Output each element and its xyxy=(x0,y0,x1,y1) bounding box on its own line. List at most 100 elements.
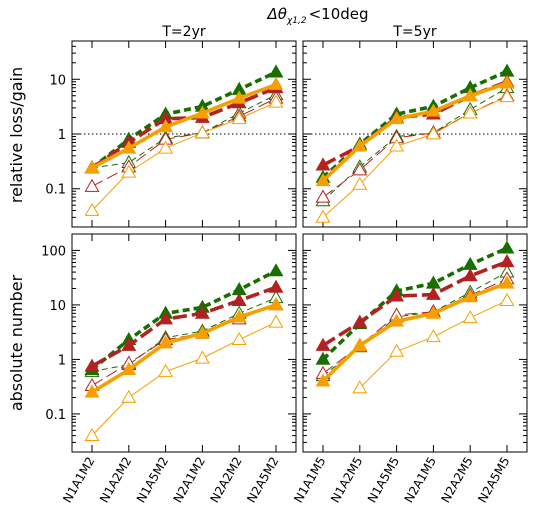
data-point-red xyxy=(352,162,368,176)
data-point-green xyxy=(462,256,478,270)
data-point-orange xyxy=(158,363,174,377)
data-point-orange xyxy=(231,111,247,125)
data-point-orange xyxy=(499,89,515,103)
y-tick-label: 100 xyxy=(41,244,66,259)
data-point-orange xyxy=(389,138,405,152)
data-point-orange xyxy=(315,173,331,187)
x-category-label: N2A1M5 xyxy=(402,455,439,506)
data-point-orange xyxy=(315,373,331,387)
data-point-orange xyxy=(268,94,284,108)
series-line-orange-thick-solid xyxy=(91,82,277,170)
y-tick-label: 10 xyxy=(49,299,66,314)
data-point-orange xyxy=(231,331,247,346)
x-category-label: N2A5M5 xyxy=(475,455,512,506)
data-point-red xyxy=(352,314,368,328)
data-point-red xyxy=(462,268,478,282)
data-point-orange xyxy=(158,140,174,154)
data-point-orange xyxy=(462,88,478,102)
x-category-label: N1A2M5 xyxy=(328,455,365,506)
series-line-orange-thin-solid xyxy=(91,101,277,211)
series-line-red-thick-longdash xyxy=(322,260,508,348)
data-point-red xyxy=(425,286,441,300)
data-point-orange xyxy=(352,380,368,394)
x-category-label: N2A5M2 xyxy=(244,455,281,506)
data-point-orange xyxy=(84,384,100,398)
data-point-orange xyxy=(499,75,515,89)
data-point-orange xyxy=(499,275,515,289)
data-point-red xyxy=(121,337,137,351)
supertitle-condition: <10deg xyxy=(309,5,369,23)
series-line-orange-thick-solid xyxy=(321,81,508,183)
data-point-orange xyxy=(194,350,210,364)
data-point-red xyxy=(268,279,284,293)
x-category-label: N1A2M2 xyxy=(97,455,134,506)
data-point-orange xyxy=(121,140,137,154)
panel-bottom-right: N1A1M5 N1A2M5 N1A5M5 N2A1M5 N2A2M5 N2A5M5 xyxy=(291,233,528,506)
data-point-orange xyxy=(315,209,331,223)
x-category-label: N2A1M2 xyxy=(171,455,208,506)
series-line-green-thin-dashed xyxy=(322,87,508,202)
x-category-label: N1A1M2 xyxy=(60,455,97,506)
data-point-red xyxy=(158,311,174,325)
data-point-red xyxy=(231,292,247,306)
x-category-label: N2A2M2 xyxy=(207,455,244,506)
panel-top-left: T=2yr 0.1 1 10 xyxy=(45,24,297,228)
data-point-green xyxy=(315,351,331,365)
data-point-orange xyxy=(158,335,174,349)
series-line-red-thin-longdash xyxy=(91,97,277,187)
data-point-orange xyxy=(425,103,441,117)
ylabel-top: relative loss/gain xyxy=(7,67,26,203)
series-line-green-thick-dashed xyxy=(321,246,508,361)
data-point-green xyxy=(231,282,247,296)
data-point-orange xyxy=(268,314,284,328)
series-line-green-thin-dashed xyxy=(322,271,508,377)
data-point-orange xyxy=(425,329,441,343)
data-point-red xyxy=(194,305,210,319)
data-point-orange xyxy=(462,105,478,119)
series-line-red-thick-longdash xyxy=(90,86,277,170)
data-point-orange xyxy=(121,361,137,375)
series-line-orange-thin-solid xyxy=(91,321,277,436)
data-point-orange xyxy=(389,313,405,327)
figure-supertitle: Δθχ1,2 <10deg xyxy=(266,5,368,26)
data-point-red xyxy=(499,254,515,268)
data-point-orange xyxy=(84,427,100,441)
series-line-green-thick-dashed xyxy=(321,69,508,179)
data-point-orange xyxy=(194,125,210,139)
panel-title: T=5yr xyxy=(392,24,436,40)
data-point-orange xyxy=(84,160,100,174)
data-point-orange xyxy=(84,202,100,216)
data-point-orange xyxy=(352,176,368,190)
data-point-red xyxy=(315,337,331,351)
supertitle-subscript: χ1,2 xyxy=(286,16,307,26)
ylabel-bottom: absolute number xyxy=(7,274,26,411)
x-category-label: N2A2M5 xyxy=(438,455,475,506)
data-point-orange xyxy=(231,309,247,323)
data-point-red xyxy=(315,189,331,203)
series-line-orange-thin-solid xyxy=(322,96,508,218)
data-point-green xyxy=(425,275,441,289)
series-line-red-thick-longdash xyxy=(91,285,277,368)
y-tick-label: 1 xyxy=(58,353,66,368)
series-line-green-thin-dashed xyxy=(91,297,277,372)
panel-title: T=2yr xyxy=(161,24,205,40)
y-tick-label: 10 xyxy=(49,73,66,88)
data-point-orange xyxy=(352,138,368,152)
data-point-orange xyxy=(462,289,478,303)
series-line-green-thin-dashed xyxy=(91,94,277,169)
data-point-orange xyxy=(268,76,284,90)
data-point-orange xyxy=(499,292,515,306)
data-point-orange xyxy=(425,126,441,140)
x-category-label: N1A1M5 xyxy=(291,455,328,506)
data-point-orange xyxy=(158,119,174,133)
data-point-red xyxy=(389,288,405,302)
data-point-orange xyxy=(425,305,441,319)
data-point-orange xyxy=(389,343,405,357)
x-category-label: N1A5M5 xyxy=(365,455,402,506)
data-point-green xyxy=(499,240,515,254)
panel-bottom-left: 0.1 1 10 100 N1A1M2 N1A2M2 N1A5M2 N2A1M2 N2A2M2 N… xyxy=(41,233,297,506)
data-point-orange xyxy=(352,337,368,351)
data-point-orange xyxy=(462,310,478,324)
supertitle-symbol: Δθ xyxy=(266,5,286,23)
